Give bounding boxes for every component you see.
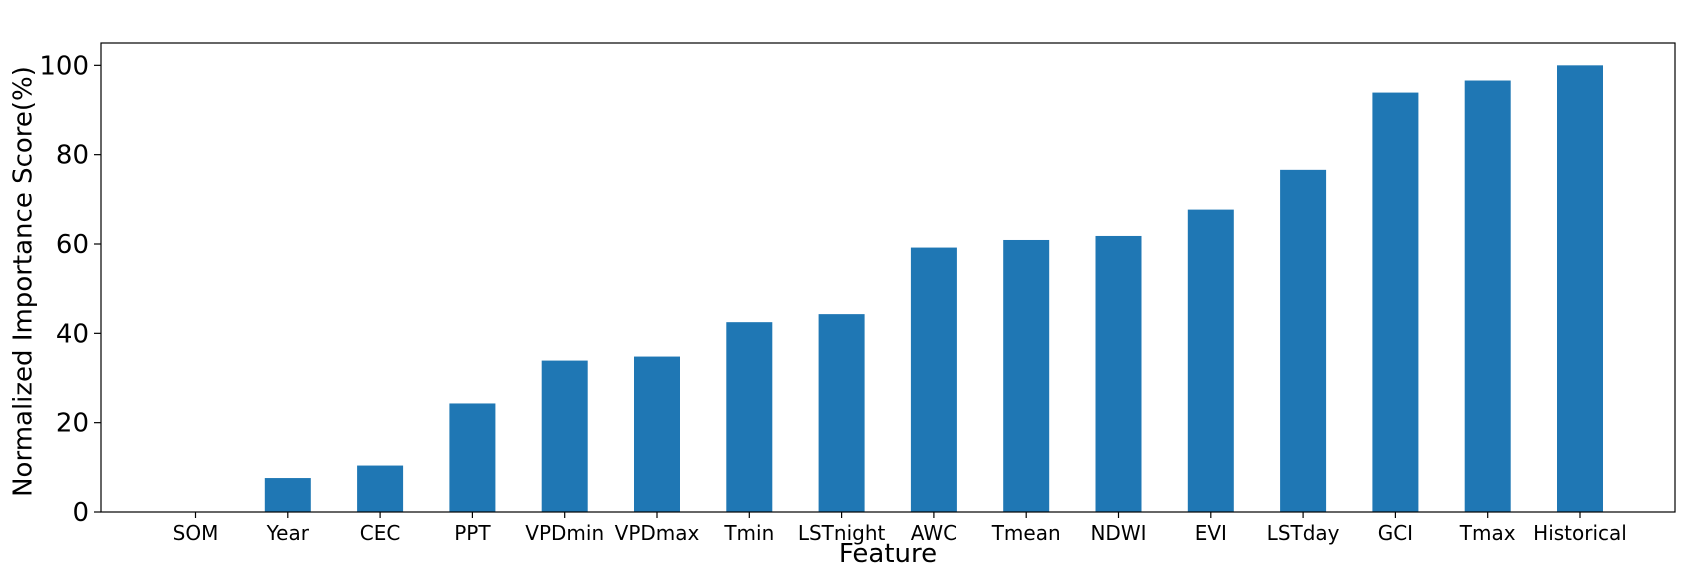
bar-awc — [910, 247, 957, 512]
x-tick-label: Year — [266, 521, 310, 545]
x-tick-label: AWC — [911, 521, 957, 545]
x-tick-label: LSTday — [1267, 521, 1340, 545]
x-axis-title: Feature — [839, 539, 937, 569]
y-tick-label: 60 — [56, 230, 89, 260]
y-tick-label: 0 — [72, 498, 89, 528]
y-axis-title: Normalized Importance Score(%) — [9, 66, 39, 497]
bar-cec — [357, 465, 404, 512]
bars-layer — [264, 65, 1603, 513]
bar-vpdmax — [634, 356, 680, 512]
bar-ndwi — [1095, 235, 1142, 512]
y-tick-label: 80 — [56, 141, 89, 171]
plot-frame — [100, 42, 1676, 513]
y-tick-label: 100 — [39, 51, 89, 81]
x-tick-label: Tmean — [991, 521, 1061, 545]
x-axis-ticks: SOM Year CEC PPT VPDmin VPDmax Tmin LSTnight AWC… — [173, 512, 1627, 545]
x-tick-label: Historical — [1533, 521, 1627, 545]
bar-tmin — [726, 322, 773, 512]
x-tick-label: CEC — [360, 521, 401, 545]
x-tick-label: EVI — [1195, 521, 1227, 545]
bar-lstnight — [818, 314, 865, 512]
x-tick-label: VPDmax — [615, 521, 700, 545]
y-axis-ticks: 0 20 40 60 80 100 — [39, 51, 101, 528]
x-tick-label: PPT — [454, 521, 491, 545]
y-tick-label: 20 — [56, 409, 89, 439]
x-tick-label: Tmax — [1459, 521, 1516, 545]
x-tick-label: Tmin — [723, 521, 774, 545]
bar-historical — [1557, 65, 1603, 512]
bar-year — [264, 478, 311, 512]
y-tick-label: 40 — [56, 319, 89, 349]
bar-vpdmin — [541, 360, 588, 512]
bar-evi — [1187, 209, 1234, 513]
bar-gci — [1372, 92, 1419, 512]
x-tick-label: NDWI — [1090, 521, 1146, 545]
x-tick-label: GCI — [1378, 521, 1413, 545]
bar-ppt — [449, 403, 496, 512]
bar-lstday — [1280, 169, 1327, 512]
x-tick-label: VPDmin — [525, 521, 604, 545]
bar-tmax — [1464, 80, 1511, 513]
x-tick-label: LSTnight — [798, 521, 886, 545]
bar-tmean — [1003, 239, 1050, 513]
x-tick-label: SOM — [173, 521, 219, 545]
